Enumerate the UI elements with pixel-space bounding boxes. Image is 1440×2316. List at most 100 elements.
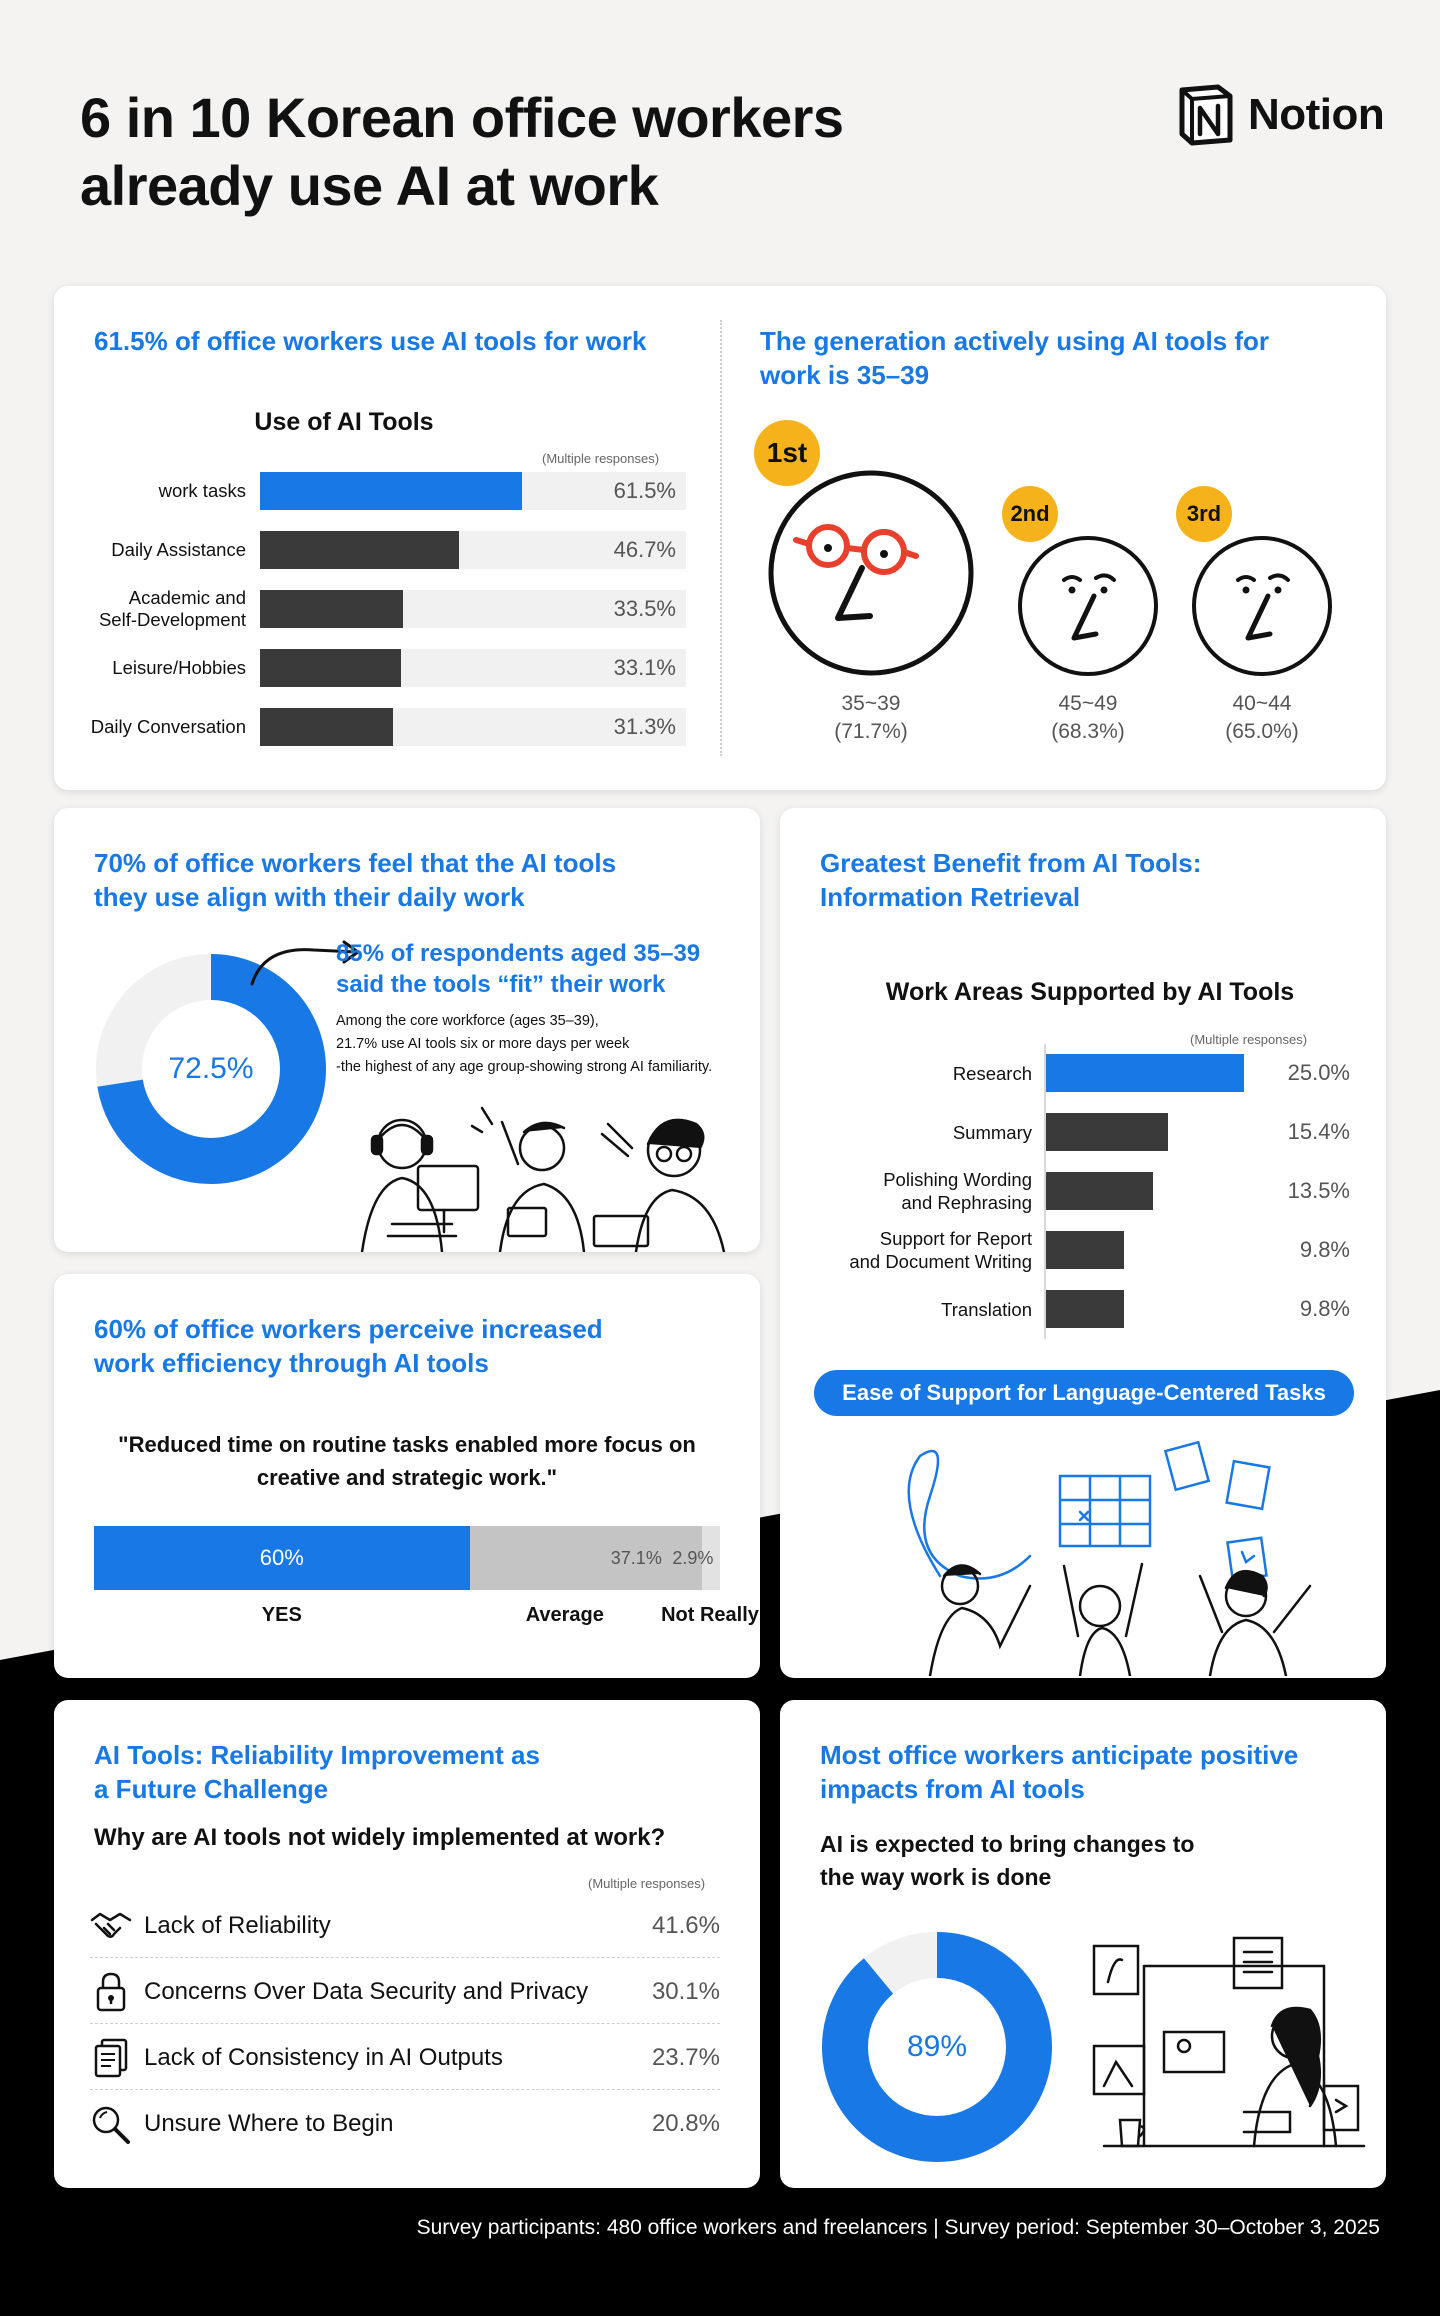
workers-illustration	[360, 1106, 726, 1252]
category-label: Average	[525, 1604, 604, 1626]
alignment-callout-body: Among the core workforce (ages 35–39), 2…	[336, 1013, 713, 1075]
segment-value: 37.1%	[610, 1547, 662, 1568]
impact-subheading: AI is expected to bring changes to the w…	[820, 1831, 1195, 1890]
usage-note: (Multiple responses)	[542, 451, 660, 466]
reliability-question: Why are AI tools not widely implemented …	[94, 1824, 666, 1851]
value-label: 9.8%	[1299, 1296, 1350, 1321]
segment-value: 2.9%	[672, 1547, 714, 1568]
rank-1-pct: (71.7%)	[834, 720, 908, 743]
reason-value: 30.1%	[651, 1978, 720, 2005]
usage-heading: 61.5% of office workers use AI tools for…	[94, 326, 647, 356]
bar	[260, 649, 401, 687]
rank-badge-3: 3rd	[1176, 486, 1232, 542]
workspace-illustration	[1092, 1936, 1366, 2148]
alignment-heading: 70% of office workers feel that the AI t…	[94, 848, 617, 912]
lock-icon	[96, 1972, 126, 2012]
category-label: Translation	[941, 1298, 1032, 1320]
reason-value: 20.8%	[651, 2110, 720, 2137]
face-thinking-icon	[1192, 536, 1332, 676]
reason-value: 41.6%	[651, 1912, 720, 1939]
efficiency-quote: "Reduced time on routine tasks enabled m…	[118, 1432, 696, 1490]
category-label: Polishing Wording and Rephrasing	[883, 1169, 1032, 1213]
value-label: 9.8%	[1299, 1237, 1350, 1262]
generation-heading: The generation actively using AI tools f…	[760, 326, 1270, 390]
reason-row-consistency: Lack of Consistency in AI Outputs 23.7%	[90, 2024, 720, 2090]
value-label: 31.3%	[613, 714, 676, 739]
bar	[1046, 1231, 1124, 1269]
category-label: Research	[952, 1062, 1032, 1084]
category-label: Daily Assistance	[111, 539, 246, 560]
donut-value-slice	[822, 1932, 1052, 2162]
category-label: Not Really	[661, 1604, 759, 1626]
rank-3-pct: (65.0%)	[1225, 720, 1299, 743]
value-label: 25.0%	[1287, 1060, 1350, 1085]
alignment-callout-title: 85% of respondents aged 35–39 said the t…	[336, 940, 701, 998]
value-label: 61.5%	[613, 478, 676, 503]
category-label: Leisure/Hobbies	[112, 657, 246, 678]
bar	[260, 590, 403, 628]
stacked-segment	[469, 1526, 702, 1590]
bar	[1046, 1290, 1124, 1328]
reason-row-reliability: Lack of Reliability 41.6%	[90, 1892, 720, 1958]
reliability-note: (Multiple responses)	[588, 1876, 706, 1891]
rank-badge-1: 1st	[754, 420, 820, 486]
category-label: YES	[261, 1604, 302, 1626]
benefit-pill: Ease of Support for Language-Centered Ta…	[814, 1370, 1354, 1416]
segment-value: 60%	[259, 1545, 304, 1570]
bar	[260, 531, 459, 569]
card-efficiency: 60% of office workers perceive increased…	[54, 1274, 760, 1678]
value-label: 33.5%	[613, 596, 676, 621]
reason-label: Concerns Over Data Security and Privacy	[144, 1978, 589, 2005]
footer-note: Survey participants: 480 office workers …	[416, 2216, 1380, 2239]
impact-donut	[822, 1932, 1052, 2162]
usage-chart-title: Use of AI Tools	[254, 408, 434, 436]
reason-label: Lack of Reliability	[144, 1912, 331, 1939]
reason-row-unsure: Unsure Where to Begin 20.8%	[90, 2090, 720, 2156]
arrow-icon	[250, 940, 360, 986]
card-reliability: AI Tools: Reliability Improvement as a F…	[54, 1700, 760, 2188]
card-alignment: 70% of office workers feel that the AI t…	[54, 808, 760, 1252]
card-divider	[720, 320, 722, 756]
category-label: Academic and Self-Development	[98, 587, 246, 630]
documents-icon	[94, 2038, 128, 2078]
reason-label: Unsure Where to Begin	[144, 2110, 394, 2137]
efficiency-heading: 60% of office workers perceive increased…	[94, 1314, 603, 1378]
benefit-note: (Multiple responses)	[1190, 1032, 1308, 1047]
magnifier-icon	[92, 2106, 130, 2144]
face-glasses-icon	[768, 470, 974, 676]
card-usage-generation: 61.5% of office workers use AI tools for…	[54, 286, 1386, 790]
reason-row-security: Concerns Over Data Security and Privacy …	[90, 1958, 720, 2024]
benefit-heading: Greatest Benefit from AI Tools: Informat…	[820, 848, 1202, 912]
value-label: 13.5%	[1287, 1178, 1350, 1203]
stacked-segment	[94, 1526, 470, 1590]
value-label: 15.4%	[1287, 1119, 1350, 1144]
rank-1-age: 35~39	[841, 692, 901, 715]
face-thinking-icon	[1018, 536, 1158, 676]
reason-label: Lack of Consistency in AI Outputs	[144, 2044, 503, 2071]
benefit-chart-title: Work Areas Supported by AI Tools	[885, 978, 1295, 1006]
brand: Notion	[1176, 84, 1385, 146]
reason-value: 23.7%	[651, 2044, 720, 2071]
brand-name: Notion	[1248, 90, 1385, 139]
stacked-segment	[701, 1526, 720, 1590]
page-title: 6 in 10 Korean office workers already us…	[80, 86, 844, 217]
card-impact: Most office workers anticipate positive …	[780, 1700, 1386, 2188]
bar	[260, 472, 522, 510]
alignment-donut	[96, 954, 326, 1184]
handshake-icon	[90, 1912, 132, 1938]
rank-3-age: 40~44	[1232, 692, 1292, 715]
rank-2-age: 45~49	[1058, 692, 1118, 715]
rank-badge-2: 2nd	[1002, 486, 1058, 542]
rank-2-pct: (68.3%)	[1051, 720, 1125, 743]
bar	[1046, 1113, 1168, 1151]
category-label: work tasks	[158, 480, 246, 501]
bar	[1046, 1054, 1244, 1092]
reliability-heading: AI Tools: Reliability Improvement as a F…	[94, 1740, 540, 1804]
language-tasks-illustration	[907, 1440, 1312, 1676]
alignment-donut-label: 72.5%	[168, 1052, 254, 1085]
value-label: 33.1%	[613, 655, 676, 680]
bar	[1046, 1172, 1153, 1210]
bar	[260, 708, 394, 746]
category-label: Summary	[952, 1121, 1032, 1143]
card-benefit: Greatest Benefit from AI Tools: Informat…	[780, 808, 1386, 1678]
